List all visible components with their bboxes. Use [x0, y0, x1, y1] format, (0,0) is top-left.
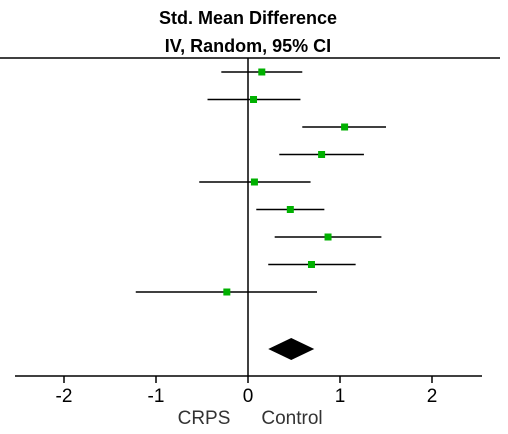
study-point-estimate: [223, 288, 231, 296]
study-row: [221, 68, 303, 76]
study-row: [207, 96, 301, 103]
study-row: [302, 123, 386, 131]
study-row: [256, 206, 325, 213]
study-point-estimate: [250, 178, 258, 186]
study-point-estimate: [318, 151, 326, 158]
study-row: [135, 288, 317, 296]
chart-title: Std. Mean Difference: [159, 8, 337, 28]
study-point-estimate: [250, 96, 258, 103]
study-point-estimate: [324, 233, 332, 241]
x-axis-ticks: -2 -1 0 1 2: [56, 376, 438, 407]
left-favours-label: CRPS: [178, 408, 231, 429]
study-point-estimate: [307, 261, 315, 268]
chart-subtitle: IV, Random, 95% CI: [165, 36, 331, 56]
x-tick-label: -2: [56, 386, 73, 407]
right-favours-label: Control: [261, 408, 322, 429]
study-rows: [135, 68, 386, 296]
study-row: [199, 178, 311, 186]
x-tick-label: 2: [427, 386, 438, 407]
x-tick-label: -1: [148, 386, 165, 407]
x-tick-label: 0: [243, 386, 254, 407]
x-tick-label: 1: [335, 386, 346, 407]
pooled-diamond: [268, 338, 315, 360]
study-row: [274, 233, 382, 241]
study-point-estimate: [341, 123, 349, 131]
study-row: [268, 261, 356, 268]
study-row: [279, 151, 364, 158]
study-point-estimate: [286, 206, 294, 213]
study-point-estimate: [258, 68, 266, 76]
